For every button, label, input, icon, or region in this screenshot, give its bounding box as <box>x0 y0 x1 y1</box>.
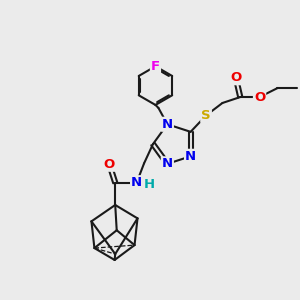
Text: O: O <box>254 91 265 103</box>
Text: O: O <box>104 158 115 171</box>
Text: N: N <box>131 176 142 189</box>
Text: S: S <box>201 109 211 122</box>
Text: F: F <box>151 60 160 73</box>
Text: N: N <box>185 150 196 163</box>
Text: N: N <box>162 118 173 131</box>
Text: N: N <box>162 157 173 170</box>
Text: H: H <box>143 178 155 191</box>
Text: O: O <box>230 71 242 84</box>
